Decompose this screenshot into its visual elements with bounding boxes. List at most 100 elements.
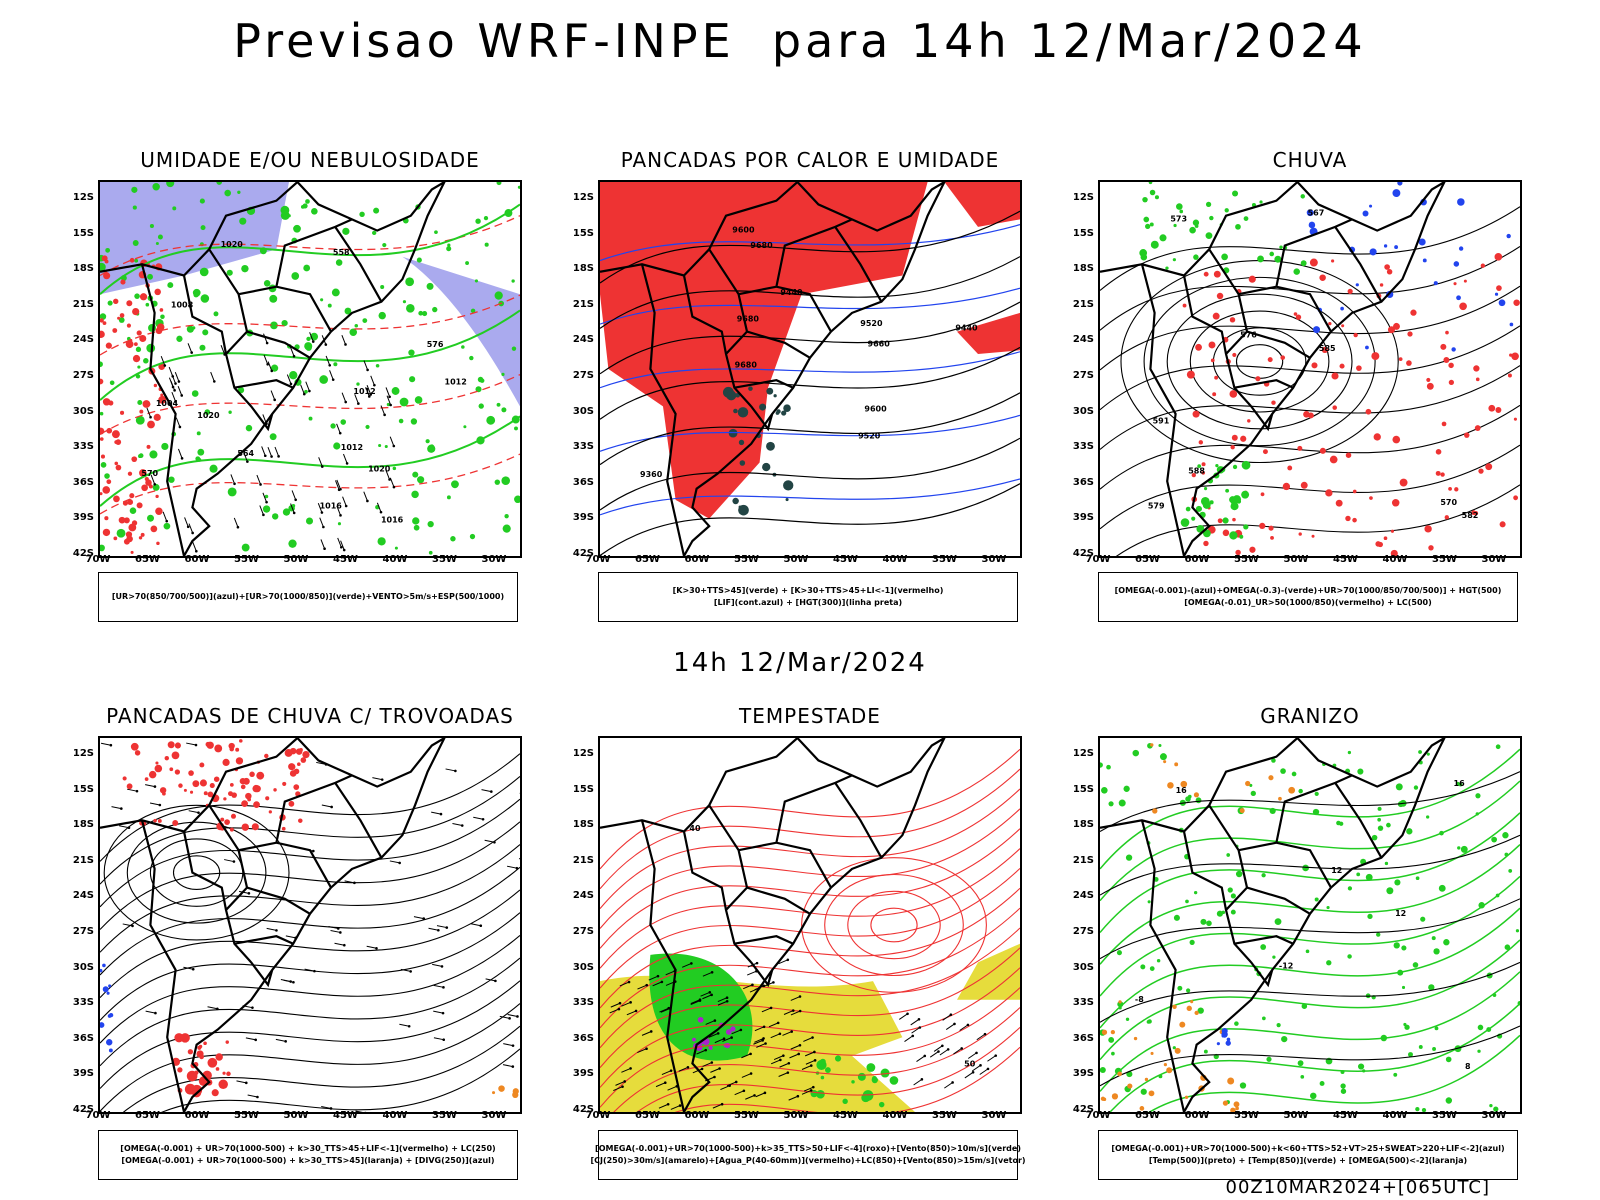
humidity-low-blob [465, 261, 470, 265]
omega-green-blob [1221, 253, 1228, 261]
temp850-blob [1230, 909, 1236, 915]
omega-red-blob [1399, 478, 1408, 487]
lon-label: 45W [833, 1110, 858, 1121]
temp850-blob [1356, 872, 1361, 877]
temp850-contour [1100, 780, 1520, 902]
omega500-orange-blob [1190, 1000, 1194, 1004]
temp500-contour [1100, 834, 1520, 896]
wind-vector [292, 354, 296, 358]
k-index-blob [783, 404, 791, 412]
humidity-low-blob [514, 426, 518, 431]
wind-vector [634, 1009, 638, 1013]
temp850-blob [1475, 812, 1479, 816]
streamline-850 [824, 873, 964, 977]
streamline-arrow [247, 892, 251, 895]
omega-red-blob [1478, 468, 1484, 474]
divergence-blue-blob [102, 963, 106, 968]
thunderstorm-red-blob [226, 1071, 231, 1077]
omega-red-blob [1280, 355, 1286, 360]
wind-vector [712, 1103, 723, 1109]
lat-label: 27S [572, 370, 594, 381]
omega-red-blob [1480, 263, 1486, 268]
streamline-arrow [494, 979, 497, 983]
omega-red-blob [1191, 472, 1196, 478]
omega-blue-blob [1458, 246, 1464, 251]
wind-vector [331, 378, 335, 381]
contour-label: 588 [1188, 467, 1205, 476]
thunderstorm-red-blob [178, 783, 183, 788]
thickness-label-blob [100, 437, 104, 441]
lon-label: 40W [882, 1110, 908, 1121]
wind-vector [944, 1082, 953, 1089]
omega-red-blob [1448, 362, 1454, 369]
omega500-orange-blob [1278, 796, 1282, 801]
temp850-blob [1266, 1056, 1272, 1062]
omega-green-blob [1149, 222, 1154, 227]
lon-label: 55W [234, 554, 259, 565]
lon-label: 30W [981, 554, 1007, 565]
omega-red-blob [1213, 270, 1221, 278]
omega500-orange-blob [1148, 1090, 1155, 1097]
streamline-arrow [109, 743, 113, 747]
lat-label: 36S [572, 1032, 594, 1044]
wind-vector [710, 993, 713, 997]
wind-vector [796, 1094, 800, 1098]
omega-green-blob [1225, 488, 1230, 493]
wind-vector [146, 407, 152, 418]
lon-label: 40W [882, 554, 908, 565]
streamline-arrow [127, 788, 138, 792]
thunderstorm-red-blob [220, 817, 225, 822]
hgt500-contour [1143, 276, 1376, 447]
wind-vector [344, 504, 348, 508]
wind-vector [667, 1085, 677, 1091]
lifted-index-contour [600, 478, 1020, 516]
streamline-850 [847, 890, 941, 960]
humidity-low-blob [479, 378, 485, 383]
streamline-arrow [436, 925, 447, 929]
map-umidade: 1012 1012 1012 1016 1016 1020 1020 1020 1008 1004… [98, 180, 522, 558]
streamline [100, 912, 520, 1021]
omega-green-blob [1180, 518, 1190, 527]
wind-vector [787, 1061, 791, 1065]
wind-vector [937, 1050, 940, 1053]
humidity-low-blob [149, 223, 154, 229]
thunderstorm-red-blob [177, 1067, 183, 1073]
wind-vector [389, 403, 392, 407]
streamline-arrow [516, 1015, 519, 1018]
streamline-arrow [224, 859, 235, 863]
omega-red-blob [1271, 400, 1276, 405]
omega-red-blob [1329, 455, 1338, 464]
humidity-low-blob [160, 314, 165, 319]
lon-label: 35W [932, 554, 957, 565]
temp850-blob [1371, 834, 1378, 841]
streamline-arrow [328, 926, 339, 929]
wind-vector [171, 374, 176, 384]
humidity-low-blob [426, 282, 434, 290]
temp850-blob [1132, 749, 1140, 757]
temp850-contour [1100, 844, 1520, 965]
contour-label: 9680 [750, 241, 773, 250]
humidity-low-blob [118, 317, 125, 323]
wind-vector [190, 351, 193, 354]
streamline-850 [600, 788, 1020, 909]
streamline-arrow [194, 743, 198, 747]
temp850-blob [1271, 758, 1276, 763]
omega-red-blob [1463, 279, 1467, 283]
wind-vector [619, 981, 630, 987]
streamline-arrow [470, 923, 481, 927]
thickness-label-blob [115, 464, 122, 471]
streamline-arrow [135, 789, 139, 793]
temp850-blob [1140, 1088, 1147, 1095]
omega-red-blob [1435, 448, 1442, 455]
omega-blue-blob [1397, 182, 1403, 186]
thunderstorm-red-blob [214, 744, 223, 753]
thunderstorm-red-blob [224, 819, 230, 826]
omega500-orange-blob [1118, 1000, 1122, 1004]
lat-label: 30S [572, 961, 594, 973]
humidity-low-blob [269, 294, 278, 303]
wind850-blob [866, 1063, 876, 1072]
humidity-low-blob [105, 247, 111, 253]
omega-green-blob [1232, 464, 1238, 470]
humidity-low-blob [484, 242, 489, 247]
lon-label: 50W [283, 1110, 309, 1121]
